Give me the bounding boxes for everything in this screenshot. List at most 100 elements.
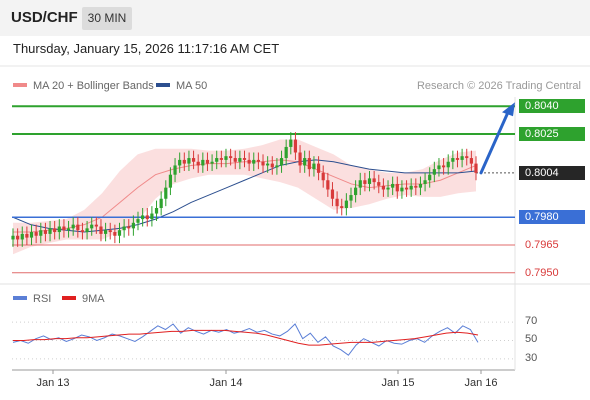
candle-body [289,139,293,147]
candle-body [219,158,223,160]
candle-body [367,178,372,184]
rsi-tick-70: 70 [525,315,538,327]
level-label-0.8025: 0.8025 [519,127,585,141]
candle-body [57,226,61,233]
rsi-tick-50: 50 [525,333,538,345]
level-label-0.8004: 0.8004 [519,165,585,180]
candle-body [261,161,265,166]
candle-body [446,161,450,168]
candle-body [298,152,302,166]
candle-body [94,224,98,227]
candle-body [242,158,247,160]
candle-body [66,228,71,231]
top-bar: USD/CHF 30 MIN [0,0,590,36]
candle-body [168,174,173,188]
rsi-swatch [13,296,27,301]
candle-body [85,228,89,233]
candle-body [358,180,362,188]
candle-body [363,180,367,184]
level-label-0.7980: 0.7980 [519,210,585,225]
rsi-tick-30: 30 [525,352,538,364]
ma20-swatch [13,83,27,88]
level-label-0.7950: 0.7950 [525,266,559,279]
x-tick-jan13: Jan 13 [36,377,70,389]
candle-body [391,183,395,188]
candle-body [307,158,311,170]
candle-body [395,183,399,192]
candle-body [196,161,200,166]
candle-body [455,158,460,160]
candle-body [441,165,446,168]
candle-body [71,224,75,229]
rsi-ma-swatch [62,296,76,301]
candle-body [354,187,358,196]
forecast-arrow-head [502,102,515,117]
candle-body [127,226,131,229]
candle-body [136,219,140,223]
candle-body [210,161,214,164]
candle-body [266,163,270,166]
candle-body [131,222,135,229]
candle-body [451,158,455,162]
candle-body [303,158,307,166]
candle-body [330,189,335,199]
level-label-0.7965: 0.7965 [525,239,559,251]
candle-body [113,232,117,236]
candle-body [117,230,122,236]
forecast-arrow-shaft [479,110,510,175]
candle-body [386,187,390,190]
x-tick-jan16: Jan 16 [464,377,498,389]
candle-body [178,159,182,166]
candle-body [238,158,242,162]
candle-body [122,226,126,231]
candle-body [145,215,149,220]
candle-body [275,165,279,168]
candle-body [182,159,186,164]
candle-body [321,172,325,181]
candle-body [423,180,427,184]
candle-body [224,156,228,160]
candle-body [191,158,196,162]
ma50-swatch [156,83,170,88]
x-tick-jan14: Jan 14 [209,377,243,389]
timeframe-button[interactable]: 30 MIN [82,7,132,30]
legend-ma50: MA 50 [156,80,207,92]
candle-body [256,159,260,162]
candle-body [205,159,210,164]
candle-body [150,213,154,220]
candle-body [335,198,339,207]
legend-ma50-label: MA 50 [176,80,208,92]
candle-body [326,180,330,190]
candle-body [20,233,24,240]
candle-body [16,235,20,240]
candle-body [270,163,274,168]
candle-body [108,230,112,233]
symbol-title: USD/CHF [11,9,78,26]
candle-body [344,200,348,208]
legend-rsi: RSI [13,293,51,305]
candle-body [428,174,432,181]
candle-body [414,185,418,188]
legend-rsi-label: RSI [33,293,52,305]
candle-body [233,158,237,162]
candle-body [104,230,108,234]
legend-ma20-label: MA 20 + Bollinger Bands [33,80,154,92]
legend-rsi-ma: 9MA [62,293,105,305]
candle-body [312,163,316,170]
candle-body [349,195,353,201]
candle-body [80,230,85,233]
candle-body [377,182,381,186]
candle-body [293,139,298,153]
candle-body [53,228,57,233]
candle-body [284,146,288,159]
candle-body [279,158,284,166]
ma50-line [12,159,477,233]
candle-body [418,183,423,188]
candle-body [474,163,478,173]
candle-body [29,232,34,238]
candle-body [11,235,15,240]
candle-body [465,156,469,159]
candle-body [432,169,436,175]
candle-body [173,165,177,175]
